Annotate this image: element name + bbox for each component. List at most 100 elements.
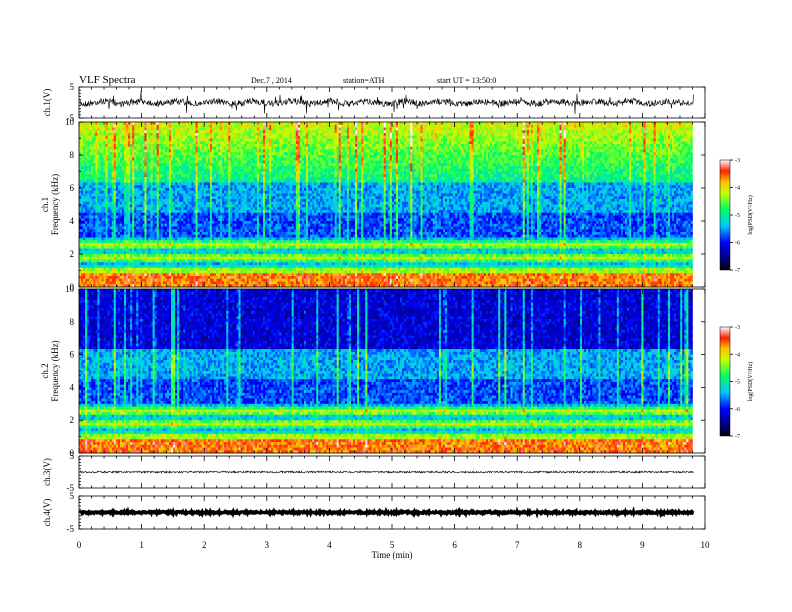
spectrogram-cell: [281, 127, 284, 131]
spectrogram-cell: [530, 146, 534, 150]
spectrogram-cell: [657, 155, 661, 159]
spectrogram-cell: [207, 127, 211, 131]
spectrogram-cell: [381, 146, 384, 150]
spectrogram-cell: [177, 166, 180, 170]
spectrogram-cell: [592, 133, 595, 137]
spectrogram-cell: [130, 152, 133, 156]
spectrogram-cell: [140, 155, 143, 159]
spectrogram-cell: [655, 127, 659, 131]
spectrogram-cell: [438, 163, 442, 167]
spectrogram-cell: [674, 152, 677, 156]
spectrogram-cell: [105, 152, 108, 156]
spectrogram-cell: [393, 135, 397, 139]
spectrogram-cell: [342, 135, 346, 139]
spectrogram-cell: [582, 141, 585, 145]
spectrogram-cell: [299, 124, 303, 128]
spectrogram-cell: [258, 157, 262, 161]
spectrogram-cell: [643, 149, 646, 153]
spectrogram-cell: [557, 160, 560, 164]
spectrogram-cell: [526, 160, 530, 164]
spectrogram-cell: [635, 127, 638, 131]
spectrogram-cell: [342, 141, 346, 145]
spectrogram-cell: [365, 124, 368, 128]
spectrogram-cell: [355, 127, 358, 131]
spectrogram-cell: [477, 149, 481, 153]
spectrogram-cell: [408, 141, 411, 145]
spectrogram-cell: [242, 160, 245, 164]
spectrogram-cell: [659, 152, 663, 156]
spectrogram-cell: [355, 144, 358, 148]
spectrogram-cell: [179, 160, 182, 164]
spectrogram-cell: [496, 124, 499, 128]
spectrogram-cell: [465, 135, 468, 139]
spectrogram-cell: [461, 155, 464, 159]
spectrogram-cell: [353, 124, 356, 128]
spectrogram-cell: [175, 141, 178, 145]
spectrogram-cell: [516, 122, 519, 126]
spectrogram-cell: [301, 130, 305, 134]
spectrogram-cell: [191, 160, 194, 164]
spectrogram-cell: [451, 146, 454, 150]
spectrogram-cell: [426, 138, 429, 142]
spectrogram-cell: [111, 141, 115, 145]
spectrogram-cell: [185, 160, 188, 164]
spectrogram-cell: [275, 130, 278, 134]
spectrogram-cell: [164, 144, 168, 148]
spectrogram-cell: [373, 152, 376, 156]
spectrogram-cell: [641, 127, 644, 131]
spectrogram-cell: [571, 146, 575, 150]
spectrogram-cell: [330, 163, 333, 167]
spectrogram-cell: [602, 122, 605, 126]
spectrogram-cell: [539, 155, 542, 159]
spectrogram-cell: [353, 160, 356, 164]
spectrogram-cell: [187, 141, 190, 145]
spectrogram-cell: [453, 146, 456, 150]
spectrogram-cell: [248, 141, 252, 145]
spectrogram-cell: [590, 122, 593, 126]
spectrogram-cell: [138, 141, 141, 145]
spectrogram-cell: [146, 149, 149, 153]
spectrogram-cell: [201, 138, 205, 142]
spectrogram-cell: [166, 146, 170, 150]
spectrogram-cell: [189, 160, 192, 164]
spectrogram-cell: [350, 133, 354, 137]
spectrogram-cell: [207, 133, 211, 137]
spectrogram-cell: [508, 127, 511, 131]
spectrogram-cell: [203, 149, 207, 153]
spectrogram-cell: [651, 141, 654, 145]
spectrogram-cell: [203, 138, 207, 142]
spectrogram-cell: [622, 157, 626, 161]
spectrogram-cell: [123, 122, 127, 126]
spectrogram-cell: [377, 157, 380, 161]
spectrogram-cell: [496, 138, 499, 142]
spectrogram-cell: [224, 155, 227, 159]
spectrogram-cell: [577, 149, 581, 153]
spectrogram-cell: [126, 155, 129, 159]
spectrogram-cell: [524, 163, 528, 167]
spectrogram-cell: [510, 130, 513, 134]
spectrogram-cell: [95, 127, 98, 131]
spectrogram-cell: [680, 141, 683, 145]
spectrogram-cell: [514, 133, 517, 137]
spectrogram-cell: [303, 130, 307, 134]
spectrogram-cell: [569, 141, 573, 145]
spectrogram-cell: [571, 155, 575, 159]
spectrogram-cell: [563, 124, 566, 128]
spectrogram-cell: [130, 149, 133, 153]
spectrogram-cell: [641, 163, 644, 167]
spectrogram-cell: [643, 135, 646, 139]
spectrogram-cell: [224, 133, 227, 137]
spectrogram-cell: [469, 152, 472, 156]
spectrogram-cell: [334, 133, 337, 137]
spectrogram-cell: [158, 133, 162, 137]
spectrogram-cell: [563, 144, 566, 148]
spectrogram-cell: [359, 133, 362, 137]
spectrogram-cell: [455, 130, 458, 134]
spectrogram-cell: [326, 152, 329, 156]
spectrogram-cell: [168, 157, 172, 161]
spectrogram-cell: [336, 157, 339, 161]
spectrogram-cell: [158, 124, 162, 128]
spectrogram-cell: [367, 135, 370, 139]
spectrogram-cell: [584, 127, 587, 131]
spectrogram-cell: [620, 144, 624, 148]
